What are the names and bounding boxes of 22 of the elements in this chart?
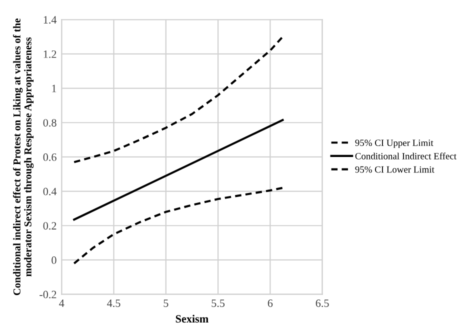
x-tick-label: 4.5: [107, 300, 120, 308]
x-tick-label: 6.5: [316, 300, 329, 308]
y-tick-label: 0.8: [43, 119, 56, 127]
y-tick-label: 1.2: [44, 50, 56, 58]
y-tick-label: -0.2: [40, 290, 56, 298]
x-axis-title: Sexism: [176, 314, 208, 323]
x-tick-label: 5: [164, 300, 168, 307]
x-tick-label: 5.5: [212, 300, 225, 308]
y-tick-label: 1.4: [44, 16, 57, 24]
y-tick-label: 1: [52, 84, 56, 92]
y-tick-label: 0.6: [43, 153, 56, 161]
legend-label: 95% CI Lower Limit: [355, 166, 434, 173]
y-axis-title: Conditional indirect effect of Protest on Liking at values of the moderator Sexism through Response Appropriateness: [13, 18, 34, 296]
y-tick-label: 0.2: [43, 222, 56, 230]
y-tick-label: 0.4: [43, 188, 57, 196]
line-series: [73, 36, 284, 164]
x-tick-label: 6: [268, 300, 273, 307]
y-tick-label: 0: [52, 256, 56, 264]
line-series: [73, 186, 284, 264]
legend-label: Conditional Indirect Effect: [355, 152, 456, 160]
legend-label: 95% CI Upper Limit: [355, 140, 434, 148]
x-tick-label: 4: [59, 300, 64, 307]
